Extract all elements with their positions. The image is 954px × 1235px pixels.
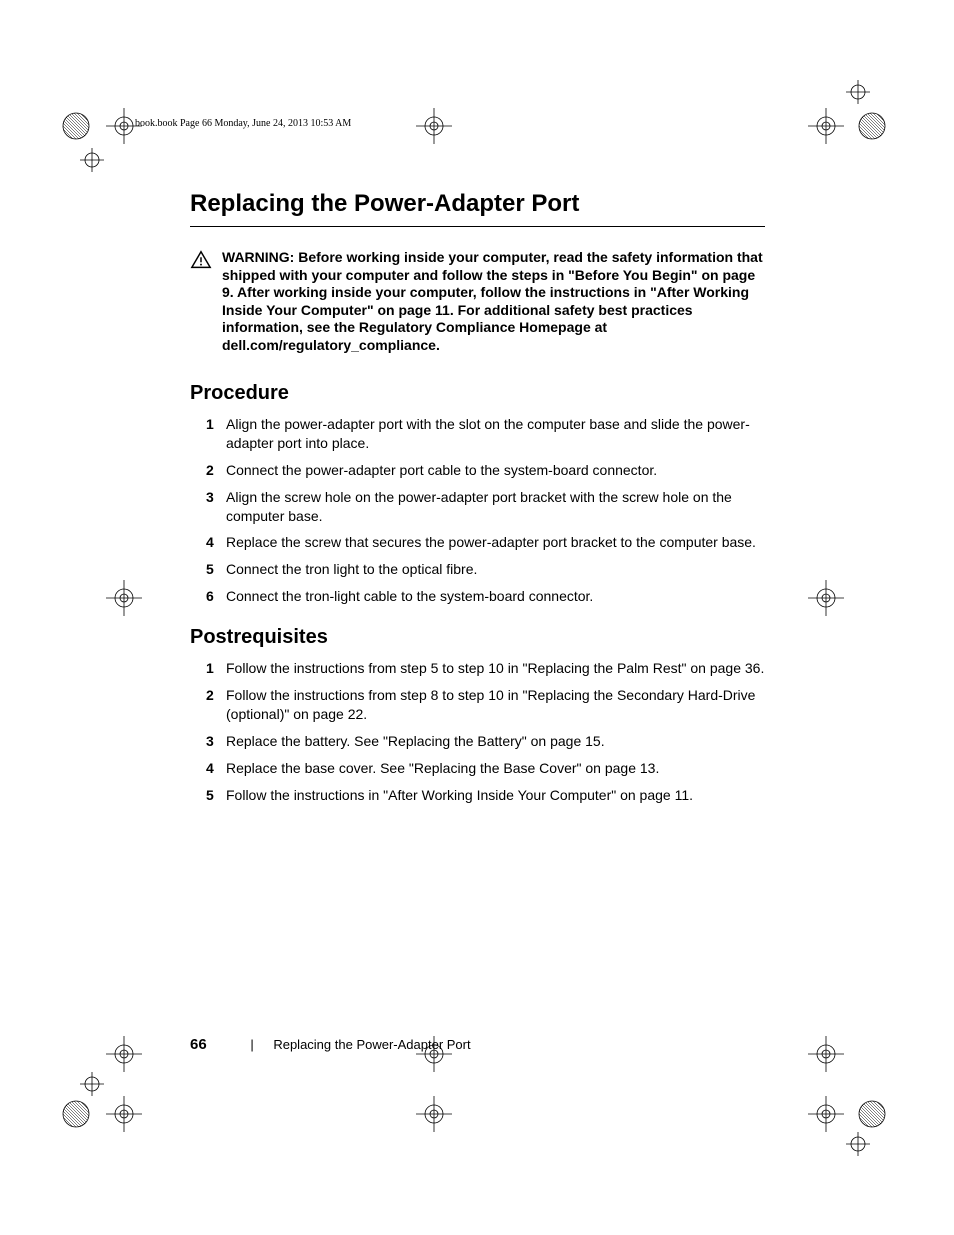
list-item: Replace the base cover. See "Replacing t… — [190, 759, 765, 778]
warning-label: WARNING: — [222, 249, 294, 265]
warning-body-text: Before working inside your computer, rea… — [222, 249, 763, 353]
list-item: Replace the screw that secures the power… — [190, 533, 765, 552]
registration-mark-icon — [810, 110, 842, 142]
registration-mark-icon — [108, 110, 140, 142]
registration-mark-icon — [108, 582, 140, 614]
offset-registration-icon — [846, 80, 870, 104]
offset-registration-icon — [80, 148, 104, 172]
offset-registration-icon — [80, 1072, 104, 1096]
list-item: Follow the instructions in "After Workin… — [190, 786, 765, 805]
hatched-circle-icon — [62, 1100, 90, 1128]
hatched-circle-icon — [858, 1100, 886, 1128]
list-item: Follow the instructions from step 5 to s… — [190, 659, 765, 678]
registration-mark-icon — [418, 1038, 450, 1070]
procedure-heading: Procedure — [190, 382, 765, 405]
list-item: Connect the tron-light cable to the syst… — [190, 587, 765, 606]
page-number: 66 — [190, 1036, 207, 1053]
list-item: Replace the battery. See "Replacing the … — [190, 732, 765, 751]
hatched-circle-icon — [858, 112, 886, 140]
page-title: Replacing the Power-Adapter Port — [190, 190, 765, 218]
warning-text: WARNING: Before working inside your comp… — [222, 249, 765, 354]
list-item: Align the screw hole on the power-adapte… — [190, 488, 765, 526]
registration-mark-icon — [810, 1098, 842, 1130]
hatched-circle-icon — [62, 112, 90, 140]
page-content: Replacing the Power-Adapter Port WARNING… — [190, 108, 765, 824]
list-item: Connect the power-adapter port cable to … — [190, 461, 765, 480]
title-rule — [190, 226, 765, 227]
list-item: Connect the tron light to the optical fi… — [190, 560, 765, 579]
postrequisites-heading: Postrequisites — [190, 626, 765, 649]
registration-mark-icon — [810, 1038, 842, 1070]
warning-block: WARNING: Before working inside your comp… — [190, 249, 765, 354]
list-item: Align the power-adapter port with the sl… — [190, 415, 765, 453]
list-item: Follow the instructions from step 8 to s… — [190, 686, 765, 724]
registration-mark-icon — [418, 110, 450, 142]
warning-icon — [190, 249, 212, 354]
registration-mark-icon — [108, 1098, 140, 1130]
footer-separator: | — [250, 1037, 253, 1052]
procedure-list: Align the power-adapter port with the sl… — [190, 415, 765, 606]
postrequisites-list: Follow the instructions from step 5 to s… — [190, 659, 765, 804]
offset-registration-icon — [846, 1132, 870, 1156]
registration-mark-icon — [810, 582, 842, 614]
registration-mark-icon — [108, 1038, 140, 1070]
registration-mark-icon — [418, 1098, 450, 1130]
